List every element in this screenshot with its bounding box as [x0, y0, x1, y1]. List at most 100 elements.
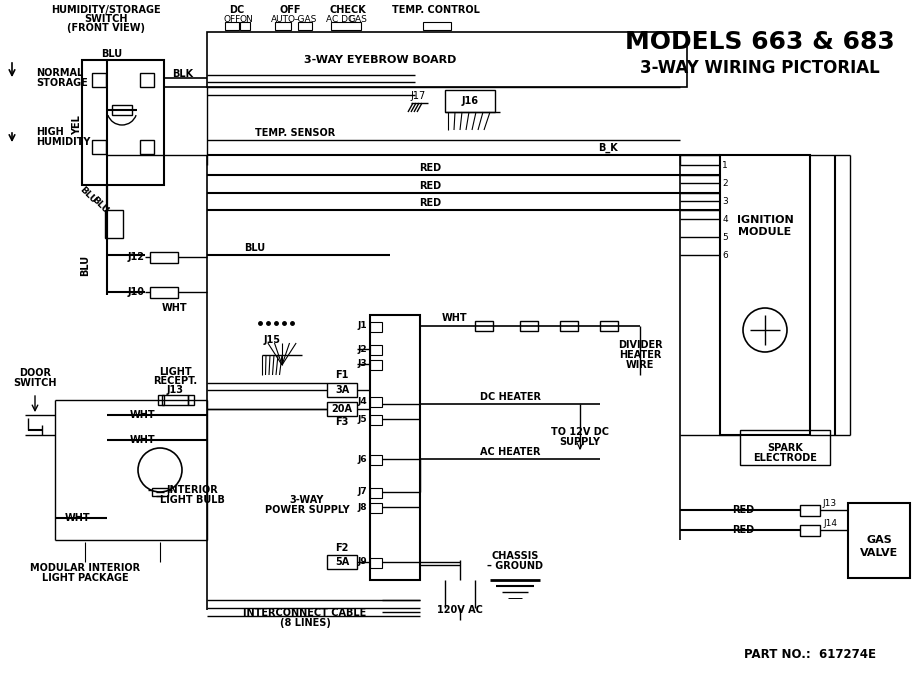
Text: 3A: 3A — [335, 385, 349, 395]
Bar — [560, 321, 578, 331]
Text: MODULE: MODULE — [739, 227, 792, 237]
Text: RED: RED — [419, 198, 441, 208]
Bar — [370, 488, 382, 498]
Bar — [331, 22, 361, 30]
Bar — [800, 505, 820, 516]
Bar — [720, 155, 810, 435]
Bar — [240, 22, 250, 30]
Bar — [207, 32, 687, 87]
Bar — [370, 415, 382, 425]
Text: J9: J9 — [357, 557, 367, 566]
Bar — [475, 321, 493, 331]
Text: J16: J16 — [462, 96, 479, 106]
Text: F2: F2 — [336, 543, 349, 553]
Bar — [800, 525, 820, 536]
Text: 5: 5 — [722, 232, 727, 242]
Text: OFF: OFF — [223, 16, 241, 25]
Bar — [150, 287, 178, 298]
Text: (FRONT VIEW): (FRONT VIEW) — [67, 23, 145, 33]
Text: J8: J8 — [358, 503, 367, 512]
Text: 4: 4 — [722, 214, 727, 223]
Text: 20A: 20A — [332, 404, 352, 414]
Text: 3-WAY: 3-WAY — [290, 495, 325, 505]
Text: J4: J4 — [357, 397, 367, 406]
Text: VALVE: VALVE — [860, 548, 898, 558]
Text: AC HEATER: AC HEATER — [479, 447, 540, 457]
Text: – GROUND: – GROUND — [487, 561, 543, 571]
Text: 5A: 5A — [335, 557, 349, 567]
Text: LIGHT PACKAGE: LIGHT PACKAGE — [41, 573, 128, 583]
Text: J12: J12 — [128, 252, 145, 262]
Text: BLU: BLU — [101, 49, 123, 59]
Text: INTERCONNECT CABLE: INTERCONNECT CABLE — [243, 608, 367, 618]
Text: STORAGE: STORAGE — [36, 78, 88, 88]
Text: 2: 2 — [722, 178, 727, 188]
Text: (8 LINES): (8 LINES) — [279, 618, 330, 628]
Text: DOOR: DOOR — [19, 368, 51, 378]
Text: J14: J14 — [823, 518, 837, 527]
Text: LIGHT BULB: LIGHT BULB — [160, 495, 224, 505]
Text: GAS: GAS — [349, 16, 368, 25]
Text: NORMAL: NORMAL — [36, 68, 83, 78]
Bar — [327, 383, 357, 397]
Text: J13: J13 — [823, 499, 837, 507]
Text: SUPPLY: SUPPLY — [560, 437, 600, 447]
Bar — [140, 140, 154, 154]
Text: AC DC: AC DC — [325, 16, 354, 25]
Bar — [423, 22, 451, 30]
Text: AUTO: AUTO — [270, 16, 295, 25]
Bar — [370, 322, 382, 332]
Text: TEMP. CONTROL: TEMP. CONTROL — [392, 5, 480, 15]
Bar — [105, 210, 123, 238]
Text: J7: J7 — [357, 488, 367, 497]
Text: SWITCH: SWITCH — [84, 14, 128, 24]
Text: WHT: WHT — [65, 513, 90, 523]
Text: GAS: GAS — [866, 535, 892, 545]
Text: IGNITION: IGNITION — [737, 215, 793, 225]
Text: WIRE: WIRE — [626, 360, 655, 370]
Text: SWITCH: SWITCH — [13, 378, 57, 388]
Text: F1: F1 — [336, 370, 349, 380]
Text: F3: F3 — [336, 417, 349, 427]
Bar — [370, 503, 382, 513]
Text: WHT: WHT — [130, 410, 156, 420]
Text: J1: J1 — [358, 322, 367, 331]
Text: HEATER: HEATER — [619, 350, 661, 360]
Text: TEMP. SENSOR: TEMP. SENSOR — [255, 128, 336, 138]
Bar — [370, 315, 420, 580]
Text: MODULAR INTERIOR: MODULAR INTERIOR — [30, 563, 140, 573]
Text: 3-WAY WIRING PICTORIAL: 3-WAY WIRING PICTORIAL — [640, 59, 880, 77]
Text: CHECK: CHECK — [330, 5, 366, 15]
Text: RED: RED — [732, 505, 754, 515]
Bar — [92, 140, 106, 154]
Text: CHASSIS: CHASSIS — [491, 551, 538, 561]
Bar — [848, 503, 910, 578]
Text: LIGHT: LIGHT — [159, 367, 191, 377]
Text: J3: J3 — [358, 359, 367, 369]
Text: BLU: BLU — [77, 185, 98, 205]
Text: J13: J13 — [167, 385, 183, 395]
Text: RED: RED — [419, 163, 441, 173]
Text: J5: J5 — [358, 415, 367, 423]
Bar — [162, 395, 188, 405]
Bar — [225, 22, 239, 30]
Bar — [370, 345, 382, 355]
Text: PART NO.:  617274E: PART NO.: 617274E — [744, 648, 876, 662]
Bar — [92, 73, 106, 87]
Bar — [370, 360, 382, 370]
Bar — [140, 73, 154, 87]
Text: HUMIDITY: HUMIDITY — [36, 137, 90, 147]
Bar — [188, 395, 194, 405]
Text: RED: RED — [419, 181, 441, 191]
Text: J10: J10 — [128, 287, 145, 297]
Text: RED: RED — [732, 525, 754, 535]
Bar — [740, 430, 830, 465]
Text: WHT: WHT — [443, 313, 467, 323]
Text: WHT: WHT — [130, 435, 156, 445]
Text: SPARK: SPARK — [767, 443, 803, 453]
Bar — [327, 402, 357, 416]
Text: WHT: WHT — [162, 303, 188, 313]
Text: –GAS: –GAS — [293, 16, 316, 25]
Text: J17: J17 — [410, 91, 426, 101]
Text: HIGH: HIGH — [36, 127, 64, 137]
